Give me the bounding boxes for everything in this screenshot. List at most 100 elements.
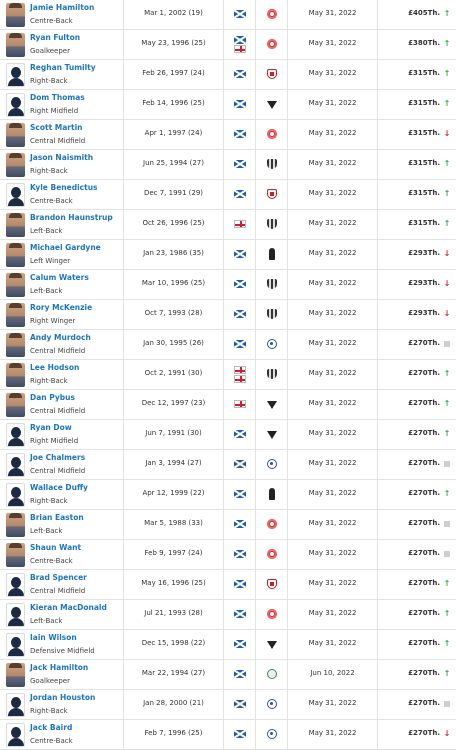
market-value[interactable]: £270Th. bbox=[408, 399, 440, 407]
player-avatar[interactable] bbox=[6, 153, 25, 177]
player-name-link[interactable]: Calum Waters bbox=[30, 273, 89, 282]
market-value[interactable]: £270Th. bbox=[408, 519, 440, 527]
club-crest-icon[interactable] bbox=[267, 579, 277, 589]
player-avatar[interactable] bbox=[6, 423, 25, 447]
player-name-link[interactable]: Shaun Want bbox=[30, 543, 82, 552]
club-crest-icon[interactable] bbox=[267, 519, 277, 529]
player-avatar[interactable] bbox=[6, 693, 25, 717]
player-avatar[interactable] bbox=[6, 453, 25, 477]
market-value[interactable]: £270Th. bbox=[408, 339, 440, 347]
player-avatar[interactable] bbox=[6, 723, 25, 747]
club-crest-icon[interactable] bbox=[267, 699, 277, 709]
player-avatar[interactable] bbox=[6, 303, 25, 327]
club-crest-icon[interactable] bbox=[267, 129, 277, 139]
player-avatar[interactable] bbox=[6, 273, 25, 297]
market-value[interactable]: £315Th. bbox=[408, 69, 440, 77]
player-name-link[interactable]: Iain Wilson bbox=[30, 633, 77, 642]
player-name-link[interactable]: Scott Martin bbox=[30, 123, 83, 132]
player-avatar[interactable] bbox=[6, 63, 25, 87]
club-crest-icon[interactable] bbox=[267, 459, 277, 469]
player-avatar[interactable] bbox=[6, 123, 25, 147]
player-avatar[interactable] bbox=[6, 393, 25, 417]
club-crest-icon[interactable] bbox=[267, 549, 277, 559]
market-value[interactable]: £270Th. bbox=[408, 699, 440, 707]
player-name-link[interactable]: Jamie Hamilton bbox=[30, 3, 95, 12]
club-crest-icon[interactable] bbox=[267, 729, 277, 739]
market-value[interactable]: £315Th. bbox=[408, 159, 440, 167]
club-crest-icon[interactable] bbox=[267, 309, 277, 319]
player-avatar[interactable] bbox=[6, 663, 25, 687]
club-crest-icon[interactable] bbox=[267, 669, 277, 679]
player-name-link[interactable]: Michael Gardyne bbox=[30, 243, 101, 252]
player-name-link[interactable]: Dom Thomas bbox=[30, 93, 85, 102]
market-value[interactable]: £293Th. bbox=[408, 309, 440, 317]
player-name-link[interactable]: Kieran MacDonald bbox=[30, 603, 107, 612]
player-name-link[interactable]: Jason Naismith bbox=[30, 153, 94, 162]
player-avatar[interactable] bbox=[6, 483, 25, 507]
club-crest-icon[interactable] bbox=[267, 9, 277, 19]
player-name-link[interactable]: Lee Hodson bbox=[30, 363, 80, 372]
player-avatar[interactable] bbox=[6, 573, 25, 597]
market-value[interactable]: £270Th. bbox=[408, 489, 440, 497]
player-avatar[interactable] bbox=[6, 633, 25, 657]
player-name-link[interactable]: Brad Spencer bbox=[30, 573, 87, 582]
player-name-link[interactable]: Brian Easton bbox=[30, 513, 84, 522]
market-value[interactable]: £270Th. bbox=[408, 609, 440, 617]
player-name-link[interactable]: Dan Pybus bbox=[30, 393, 75, 402]
market-value[interactable]: £270Th. bbox=[408, 669, 440, 677]
player-name-link[interactable]: Joe Chalmers bbox=[30, 453, 86, 462]
market-value[interactable]: £270Th. bbox=[408, 579, 440, 587]
player-avatar[interactable] bbox=[6, 513, 25, 537]
market-value[interactable]: £315Th. bbox=[408, 129, 440, 137]
market-value[interactable]: £315Th. bbox=[408, 219, 440, 227]
player-name-link[interactable]: Andy Murdoch bbox=[30, 333, 91, 342]
player-name-link[interactable]: Jack Baird bbox=[30, 723, 73, 732]
club-crest-icon[interactable] bbox=[267, 189, 277, 199]
player-avatar[interactable] bbox=[6, 603, 25, 627]
market-value[interactable]: £405Th. bbox=[408, 9, 440, 17]
market-value[interactable]: £270Th. bbox=[408, 549, 440, 557]
club-crest-icon[interactable] bbox=[267, 339, 277, 349]
club-crest-icon[interactable] bbox=[269, 488, 275, 500]
market-value[interactable]: £380Th. bbox=[408, 39, 440, 47]
club-crest-icon[interactable] bbox=[267, 69, 277, 79]
player-avatar[interactable] bbox=[6, 3, 25, 27]
market-value[interactable]: £293Th. bbox=[408, 279, 440, 287]
club-crest-icon[interactable] bbox=[267, 219, 277, 229]
market-value[interactable]: £293Th. bbox=[408, 249, 440, 257]
player-name-link[interactable]: Jack Hamilton bbox=[30, 663, 89, 672]
club-crest-icon[interactable] bbox=[269, 248, 275, 260]
player-name-link[interactable]: Jordan Houston bbox=[30, 693, 96, 702]
player-avatar[interactable] bbox=[6, 213, 25, 237]
player-avatar[interactable] bbox=[6, 243, 25, 267]
club-crest-icon[interactable] bbox=[267, 641, 277, 649]
player-avatar[interactable] bbox=[6, 93, 25, 117]
player-avatar[interactable] bbox=[6, 33, 25, 57]
player-avatar[interactable] bbox=[6, 333, 25, 357]
player-avatar[interactable] bbox=[6, 363, 25, 387]
market-value[interactable]: £270Th. bbox=[408, 459, 440, 467]
player-name-link[interactable]: Kyle Benedictus bbox=[30, 183, 98, 192]
club-crest-icon[interactable] bbox=[267, 279, 277, 289]
player-name-link[interactable]: Reghan Tumilty bbox=[30, 63, 96, 72]
market-value[interactable]: £315Th. bbox=[408, 99, 440, 107]
player-avatar[interactable] bbox=[6, 543, 25, 567]
player-name-link[interactable]: Brandon Haunstrup bbox=[30, 213, 113, 222]
player-name-link[interactable]: Rory McKenzie bbox=[30, 303, 93, 312]
club-crest-icon[interactable] bbox=[267, 369, 277, 379]
market-value[interactable]: £315Th. bbox=[408, 189, 440, 197]
market-value[interactable]: £270Th. bbox=[408, 429, 440, 437]
club-crest-icon[interactable] bbox=[267, 39, 277, 49]
market-value[interactable]: £270Th. bbox=[408, 639, 440, 647]
player-name-link[interactable]: Ryan Dow bbox=[30, 423, 72, 432]
club-crest-icon[interactable] bbox=[267, 159, 277, 169]
player-name-link[interactable]: Ryan Fulton bbox=[30, 33, 81, 42]
player-name-link[interactable]: Wallace Duffy bbox=[30, 483, 88, 492]
club-crest-icon[interactable] bbox=[267, 431, 277, 439]
club-crest-icon[interactable] bbox=[267, 609, 277, 619]
club-crest-icon[interactable] bbox=[267, 101, 277, 109]
player-avatar[interactable] bbox=[6, 183, 25, 207]
market-value[interactable]: £270Th. bbox=[408, 729, 440, 737]
club-crest-icon[interactable] bbox=[267, 401, 277, 409]
market-value[interactable]: £270Th. bbox=[408, 369, 440, 377]
